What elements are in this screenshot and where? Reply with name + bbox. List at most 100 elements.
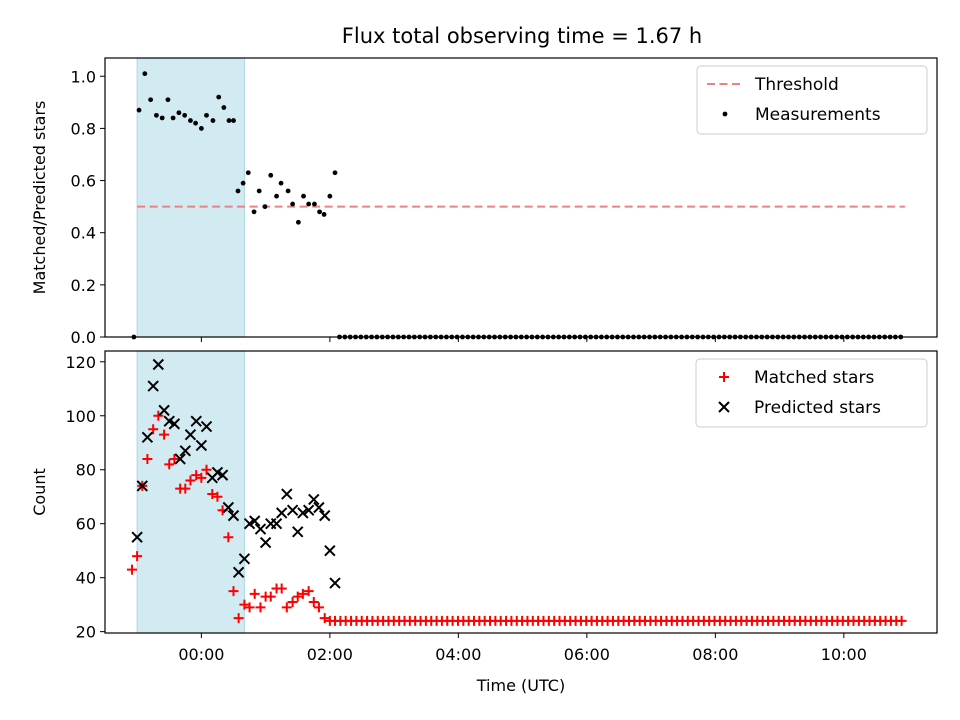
predicted-point <box>238 553 251 565</box>
x-tick-label: 06:00 <box>564 645 610 664</box>
predicted-point <box>147 380 159 392</box>
predicted-point <box>216 469 229 481</box>
measurement-point <box>136 107 142 113</box>
matched-point <box>265 591 276 602</box>
predicted-point <box>292 526 304 538</box>
measurement-point <box>240 180 246 186</box>
matched-point <box>255 602 266 613</box>
predicted-point <box>259 536 272 549</box>
y-tick-label: 120 <box>65 353 96 372</box>
matched-point <box>281 602 292 613</box>
measurement-point <box>193 120 198 126</box>
matched-point <box>169 453 180 464</box>
predicted-point <box>168 418 181 430</box>
predicted-point <box>302 504 315 516</box>
measurement-point <box>170 115 176 121</box>
predicted-point <box>297 507 309 519</box>
matched-point <box>196 472 207 483</box>
measurement-point <box>188 118 193 123</box>
measurement-point <box>274 193 279 199</box>
predicted-point <box>227 509 240 522</box>
y-tick-label: 0.6 <box>71 172 96 191</box>
y-tick-label: 100 <box>65 407 96 426</box>
matched-point <box>132 551 143 562</box>
measurement-point <box>268 172 274 178</box>
legend: Matched stars Predicted stars <box>695 358 928 428</box>
x-axis-label: Time (UTC) <box>476 676 565 695</box>
predicted-point <box>131 531 143 543</box>
matched-point <box>191 470 202 481</box>
matched-point <box>185 475 196 486</box>
measurement-point <box>285 188 291 194</box>
series-predicted-stars <box>131 358 341 589</box>
legend-box <box>696 65 928 135</box>
matched-point <box>223 532 234 543</box>
ratio-panel: 0.0 0.2 0.4 0.6 0.8 1.0 Matched/Predicted star… <box>30 57 938 347</box>
measurement-point <box>290 201 296 207</box>
predicted-point <box>184 428 197 441</box>
measurement-point <box>301 193 306 199</box>
legend-predicted-swatch <box>718 401 730 413</box>
predicted-point <box>152 358 165 371</box>
y-tick-label: 80 <box>76 461 96 480</box>
matched-point <box>239 599 250 610</box>
predicted-point <box>222 501 235 514</box>
predicted-point <box>308 493 320 506</box>
measurement-point <box>221 105 227 110</box>
measurement-point <box>216 94 222 100</box>
measurement-point <box>159 115 165 121</box>
predicted-point <box>270 518 283 530</box>
y-tick-label: 0.8 <box>71 119 96 138</box>
legend-label: Matched stars <box>754 368 874 388</box>
measurement-point <box>176 110 182 116</box>
y-tick-label: 1.0 <box>71 67 96 86</box>
y-tick-label: 0.2 <box>71 276 96 295</box>
measurement-point <box>148 97 154 103</box>
matched-point <box>287 596 298 607</box>
y-tick-label: 0.0 <box>71 328 96 347</box>
matched-point <box>212 491 223 502</box>
predicted-point <box>254 523 267 535</box>
predicted-point <box>232 566 245 578</box>
matched-point <box>276 583 287 594</box>
matched-point <box>303 586 314 597</box>
legend-label: Measurements <box>755 105 881 125</box>
predicted-point <box>174 453 186 465</box>
measurement-point <box>332 170 338 176</box>
matched-point <box>249 588 260 599</box>
matched-point <box>244 602 255 613</box>
y-axis-label: Count <box>30 468 49 516</box>
legend-measurement-swatch <box>722 111 728 117</box>
legend-label: Predicted stars <box>754 398 881 418</box>
matched-point <box>308 596 319 607</box>
predicted-point <box>136 480 148 492</box>
measurement-point <box>182 112 188 118</box>
predicted-point <box>190 415 202 427</box>
predicted-point <box>286 504 299 516</box>
measurement-point <box>327 193 333 199</box>
matched-point <box>313 602 324 613</box>
legend-box <box>695 358 928 428</box>
measurement-point <box>312 201 317 207</box>
measurement-point <box>204 112 209 118</box>
predicted-point <box>141 431 154 444</box>
measurement-point <box>245 170 251 176</box>
matched-point <box>297 588 308 599</box>
x-tick-label: 08:00 <box>692 645 738 664</box>
matched-point <box>148 424 159 435</box>
count-panel: 20 40 60 80 100 120 00:00 02:00 04:00 06:00 08:00 1… <box>30 350 938 695</box>
measurement-point <box>153 112 159 118</box>
y-tick-label: 20 <box>76 623 96 642</box>
highlight-span <box>136 350 245 634</box>
predicted-point <box>158 404 170 417</box>
measurement-point <box>235 188 241 194</box>
matched-point <box>126 564 137 575</box>
measurement-point <box>198 126 204 131</box>
matched-point <box>142 453 153 464</box>
measurement-point <box>256 188 262 194</box>
matched-point <box>207 489 218 500</box>
x-tick-label: 02:00 <box>307 645 353 664</box>
highlight-span <box>136 57 245 338</box>
predicted-point <box>324 544 336 557</box>
predicted-point <box>313 501 325 514</box>
